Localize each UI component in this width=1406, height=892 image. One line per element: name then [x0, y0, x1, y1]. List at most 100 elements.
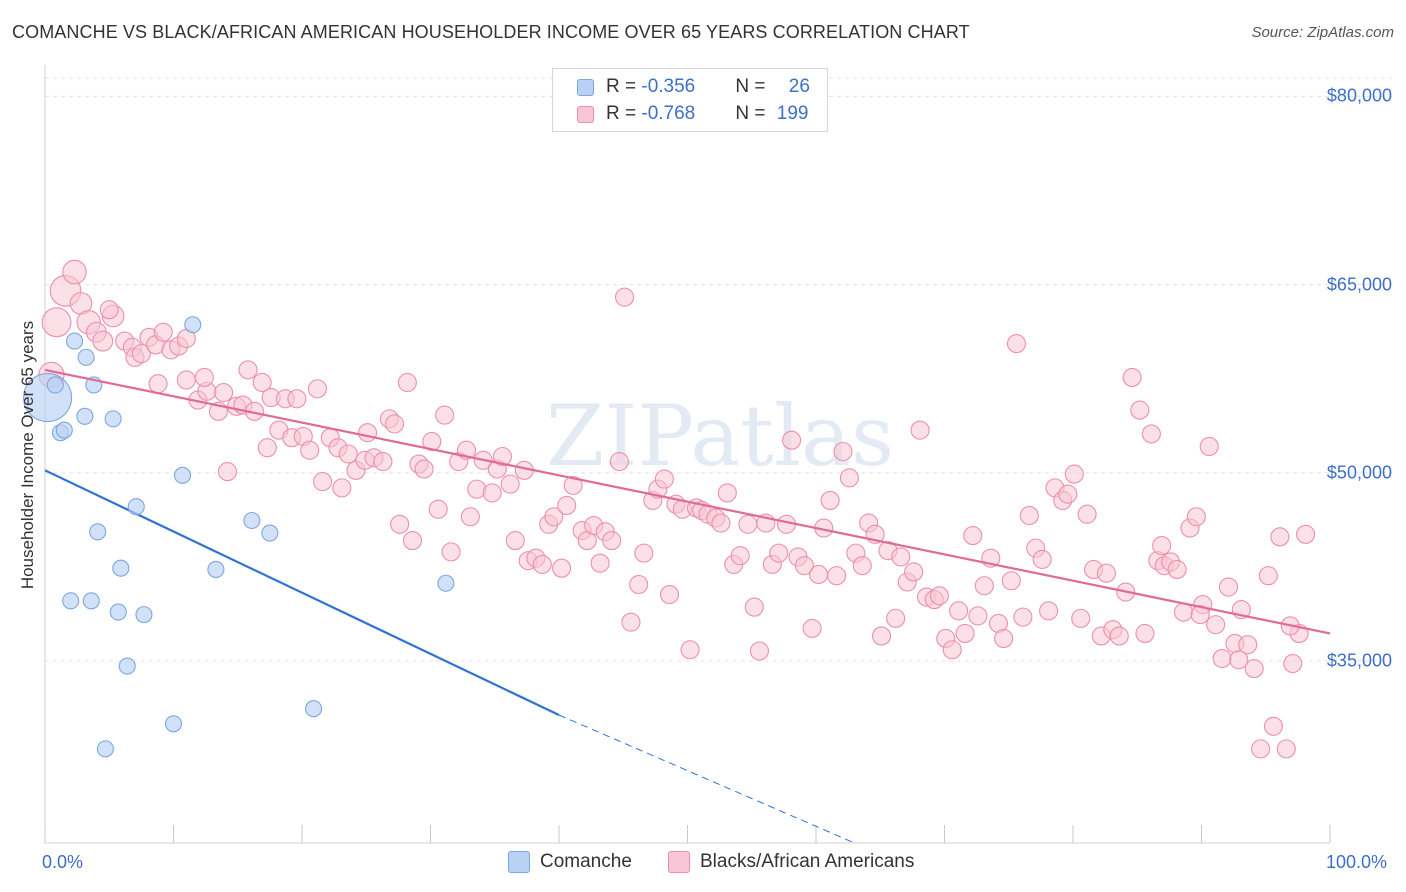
black-point: [749, 641, 770, 661]
comanche-points: [23, 316, 455, 758]
black-points: [38, 259, 1316, 759]
black-point: [1244, 659, 1264, 679]
black-point: [871, 626, 892, 646]
comanche-trend-line: [44, 469, 560, 716]
black-point: [827, 566, 847, 586]
comanche-point: [66, 332, 84, 350]
x-tick-label-start: 0.0%: [42, 852, 84, 872]
comanche-point: [173, 466, 192, 484]
black-point: [307, 379, 327, 399]
black-point: [176, 370, 196, 390]
black-point: [634, 543, 654, 563]
comanche-point: [89, 523, 107, 541]
black-point: [963, 526, 983, 546]
comanche-legend-swatch: [508, 851, 530, 873]
black-point: [955, 623, 975, 643]
x-tick-label-end: 100.0%: [1326, 852, 1388, 872]
black-point: [1190, 605, 1210, 625]
comanche-point: [62, 592, 80, 610]
black-point: [238, 360, 258, 380]
comanche-point: [104, 410, 122, 428]
black-point: [802, 618, 822, 638]
black-point: [1270, 527, 1290, 547]
black-point: [1296, 524, 1316, 544]
black-point: [257, 438, 277, 458]
black-point: [1141, 424, 1161, 444]
black-point: [1071, 608, 1091, 628]
n-value: 26: [788, 76, 810, 97]
comanche-swatch: [577, 78, 594, 96]
black-point: [782, 430, 802, 450]
black-point: [1077, 504, 1097, 524]
black-point: [1283, 654, 1303, 674]
black-point: [214, 382, 234, 403]
black-point: [414, 459, 434, 479]
black-point: [492, 446, 513, 467]
n-label: N =: [735, 103, 771, 124]
black-point: [1263, 716, 1284, 736]
r-label: R =: [606, 76, 642, 97]
black-point: [300, 440, 320, 460]
black-point: [1096, 563, 1116, 583]
black-point: [1130, 400, 1150, 420]
black-point: [629, 574, 649, 595]
black-point: [41, 307, 72, 338]
n-value: 199: [776, 103, 809, 124]
black-point: [194, 367, 214, 388]
black-point: [1199, 436, 1219, 457]
black-point: [422, 431, 442, 452]
black-point: [654, 469, 674, 489]
black-point: [994, 628, 1014, 649]
legend-row-black: R = -0.768 N = 199: [577, 101, 808, 127]
black-point: [680, 640, 700, 660]
black-point: [1218, 577, 1239, 597]
black-point: [1167, 559, 1187, 579]
black-point: [1238, 635, 1258, 655]
axes: [44, 65, 1331, 844]
y-axis-label: Householder Income Over 65 years: [18, 320, 37, 590]
black-point: [313, 472, 333, 492]
black-point: [1229, 650, 1249, 670]
comanche-point: [305, 700, 323, 718]
comanche-point: [96, 740, 114, 758]
black-point: [500, 474, 520, 494]
black-point: [1135, 623, 1155, 643]
black-point: [974, 576, 994, 596]
y-tick-label: $80,000: [1326, 85, 1392, 106]
black-point: [659, 584, 680, 605]
legend-item-black: Blacks/African Americans: [668, 851, 914, 873]
comanche-point: [112, 559, 130, 577]
black-point: [217, 462, 238, 482]
black-point: [252, 372, 272, 393]
black-point: [621, 612, 641, 632]
black-point: [557, 495, 577, 515]
black-point: [460, 507, 480, 527]
black-point: [769, 543, 789, 563]
black-point: [929, 586, 949, 606]
black-point: [1039, 601, 1059, 621]
chart-title: COMANCHE VS BLACK/AFRICAN AMERICAN HOUSE…: [12, 22, 970, 42]
black-point: [131, 344, 151, 364]
comanche-point: [118, 657, 136, 675]
black-point: [1001, 571, 1021, 591]
black-point: [402, 531, 423, 551]
black-point: [949, 601, 969, 621]
black-point: [904, 562, 924, 582]
comanche-point: [184, 316, 202, 334]
black-point: [1258, 566, 1278, 586]
n-label: N =: [735, 76, 771, 97]
comanche-point: [164, 715, 183, 733]
comanche-point: [77, 348, 95, 366]
y-tick-label: $65,000: [1326, 274, 1392, 295]
black-point: [910, 420, 930, 440]
comanche-point: [76, 407, 94, 425]
black-point: [332, 478, 352, 498]
black-point: [384, 414, 405, 434]
series-legend: Comanche Blacks/African Americans: [0, 851, 1406, 877]
black-point: [852, 556, 872, 576]
black-swatch: [577, 105, 594, 123]
black-trend-line: [44, 368, 1331, 635]
comanche-point: [109, 603, 127, 621]
legend-item-comanche: Comanche: [508, 851, 632, 873]
